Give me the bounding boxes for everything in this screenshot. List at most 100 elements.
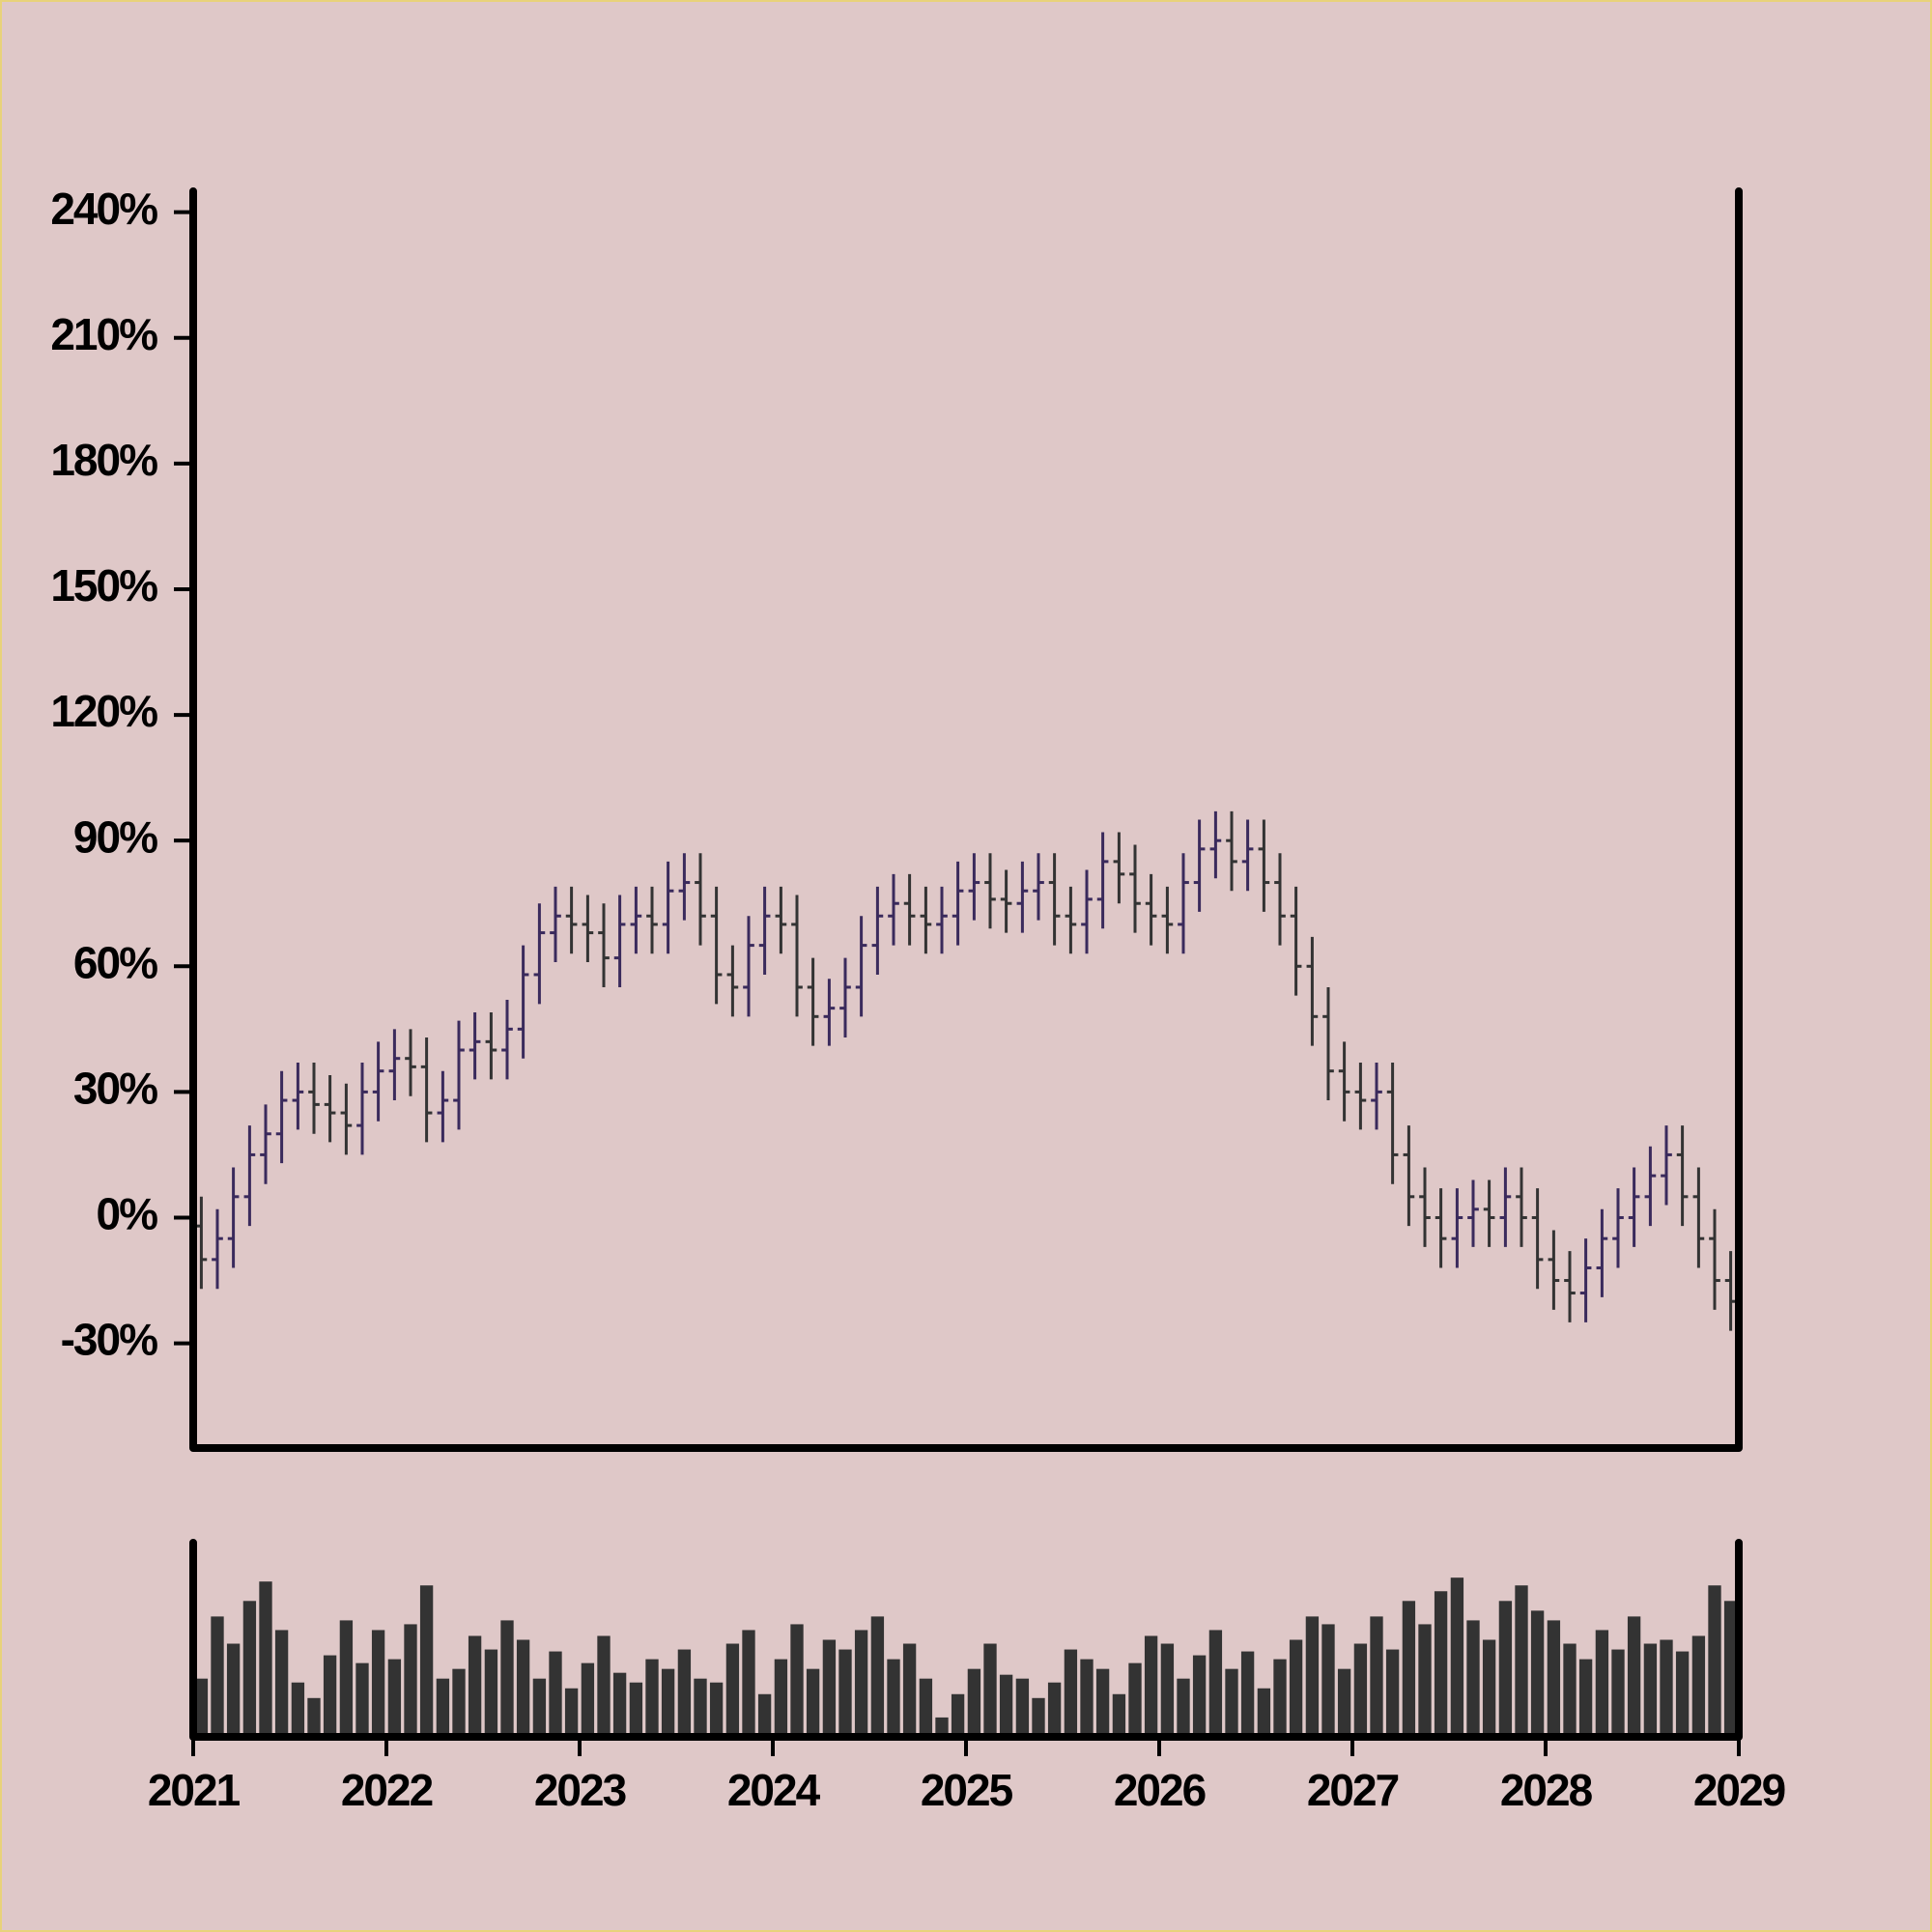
volume-bar (1708, 1585, 1721, 1737)
volume-bar (194, 1678, 209, 1737)
y-tick-label: 210% (50, 309, 157, 359)
volume-bar (1064, 1649, 1078, 1737)
volume-bar (339, 1620, 354, 1737)
volume-bar (1418, 1624, 1432, 1737)
volume-bar (484, 1649, 498, 1737)
volume-bar (371, 1630, 385, 1737)
x-tick-label: 2021 (148, 1765, 241, 1815)
volume-bar (709, 1682, 724, 1737)
volume-bar (661, 1668, 675, 1737)
volume-bar (774, 1659, 788, 1737)
volume-bar (935, 1717, 949, 1737)
volume-bar (1112, 1693, 1126, 1737)
volume-bar (500, 1620, 514, 1737)
volume-bar (983, 1643, 997, 1737)
volume-bar (1257, 1688, 1271, 1737)
spine (189, 187, 1743, 1452)
volume-bar (612, 1672, 627, 1737)
volume-bar (645, 1659, 659, 1737)
volume-bar (1643, 1643, 1658, 1737)
volume-bar (1321, 1624, 1335, 1737)
volume-bar (1595, 1630, 1609, 1737)
volume-bar (1208, 1630, 1223, 1737)
volume-bar (1144, 1635, 1158, 1737)
volume-bar (1095, 1668, 1110, 1737)
volume-bar (1547, 1620, 1561, 1737)
y-tick-label: -30% (61, 1315, 157, 1365)
volume-bar (387, 1659, 402, 1737)
volume-bar (629, 1682, 643, 1737)
volume-bar (887, 1659, 900, 1737)
volume-bar (1515, 1585, 1528, 1737)
volume-bar (1691, 1635, 1706, 1737)
volume-bar (1675, 1651, 1690, 1737)
volume-bar (1032, 1697, 1045, 1737)
volume-bar (468, 1635, 482, 1737)
volume-bar (822, 1639, 837, 1737)
volume-bar (919, 1678, 933, 1737)
volume-bar (404, 1624, 417, 1737)
volume-bar (806, 1668, 820, 1737)
volume-bar (790, 1624, 804, 1737)
volume-bar (291, 1682, 305, 1737)
volume-bar (564, 1688, 579, 1737)
volume-bar (999, 1674, 1013, 1737)
volume-bar (1192, 1655, 1207, 1737)
volume-bar (307, 1697, 321, 1737)
volume-bar (259, 1581, 272, 1737)
x-tick-label: 2027 (1307, 1765, 1399, 1815)
volume-bar (1128, 1662, 1142, 1737)
volume-bar (211, 1616, 224, 1737)
x-tick-label: 2024 (727, 1765, 821, 1815)
x-tick-label: 2029 (1693, 1765, 1785, 1815)
spine (189, 1539, 1743, 1741)
x-tick-label: 2026 (1114, 1765, 1206, 1815)
volume-bar (516, 1639, 530, 1737)
volume-bar (597, 1635, 611, 1737)
volume-bar (1015, 1678, 1030, 1737)
volume-bar (870, 1616, 885, 1737)
volume-bar (1482, 1639, 1496, 1737)
volume-bar (1402, 1601, 1416, 1737)
x-tick-label: 2028 (1500, 1765, 1593, 1815)
x-tick-label: 2025 (921, 1765, 1013, 1815)
volume-bar (1370, 1616, 1383, 1737)
volume-bar (1225, 1668, 1238, 1737)
volume-bar (1611, 1649, 1625, 1737)
volume-bar (436, 1678, 450, 1737)
volume-bar (355, 1662, 369, 1737)
volume-bar (677, 1649, 692, 1737)
y-tick-label: 180% (50, 435, 157, 485)
volume-bar (1177, 1678, 1190, 1737)
volume-bar (1289, 1639, 1303, 1737)
volume-bar (951, 1693, 965, 1737)
volume-bar (532, 1678, 547, 1737)
volume-bar (1160, 1643, 1175, 1737)
y-tick-label: 60% (73, 937, 157, 987)
volume-bar (1498, 1601, 1513, 1737)
y-tick-label: 150% (50, 560, 157, 611)
volume-bar (757, 1693, 772, 1737)
volume-bar (452, 1668, 466, 1737)
volume-bar (1385, 1649, 1400, 1737)
y-tick-label: 240% (50, 184, 157, 234)
volume-bar (854, 1630, 868, 1737)
volume-bar (1337, 1668, 1351, 1737)
volume-bar (725, 1643, 740, 1737)
volume-bar (1353, 1643, 1368, 1737)
volume-bar (1240, 1651, 1255, 1737)
y-tick-label: 120% (50, 686, 157, 736)
volume-bar (274, 1630, 289, 1737)
volume-bar (742, 1630, 755, 1737)
volume-bar (242, 1601, 257, 1737)
volume-bar (1627, 1616, 1641, 1737)
volume-bar (1450, 1577, 1464, 1737)
volume-bar (838, 1649, 852, 1737)
volume-bar (1578, 1659, 1593, 1737)
volume-bar (1563, 1643, 1577, 1737)
volume-bar (581, 1662, 595, 1737)
volume-bar (967, 1668, 981, 1737)
x-tick-label: 2023 (534, 1765, 626, 1815)
